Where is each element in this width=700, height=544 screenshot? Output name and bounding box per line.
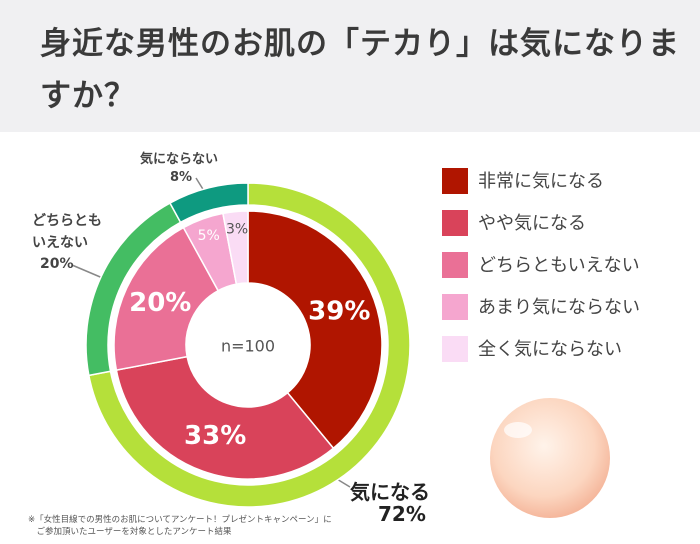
legend-swatch [442,336,468,362]
bubble-highlight [504,422,532,438]
donut-segment [168,182,249,224]
center-label: n=100 [221,337,275,356]
data-label: 33% [184,421,246,451]
outer-label: どちらとも いえない [32,213,102,251]
data-label: 20% [129,288,191,318]
data-label: 39% [308,297,370,327]
chart-title: 身近な男性のお肌の「テカり」は気になりますか？ [40,26,680,114]
bubble-decoration [490,398,610,518]
legend-label: 全く気にならない [478,339,622,360]
legend-label: どちらともいえない [478,255,640,276]
footnote: ※「女性目線での男性のお肌についてアンケート！プレゼントキャンペーン」に ご参加… [28,515,332,537]
donut-segment [222,210,249,285]
donut-segment [115,355,335,480]
data-label: 3% [226,222,248,238]
data-label: 5% [198,228,220,244]
legend-label: 非常に気になる [478,171,604,192]
outer-value-label: 8% [170,170,193,185]
donut-segment [247,210,383,450]
title-band [0,0,700,132]
legend-swatch [442,252,468,278]
outer-label: 気になる [350,480,430,504]
outer-value-label: 20% [40,256,74,272]
donut-segment [113,226,220,371]
legend-swatch [442,294,468,320]
legend-swatch [442,210,468,236]
outer-label: 気にならない [140,152,219,167]
donut-segment [87,182,411,508]
legend-label: やや気になる [478,213,586,234]
outer-value-label: 72% [378,502,426,526]
legend-swatch [442,168,468,194]
legend-label: あまり気にならない [478,297,640,318]
